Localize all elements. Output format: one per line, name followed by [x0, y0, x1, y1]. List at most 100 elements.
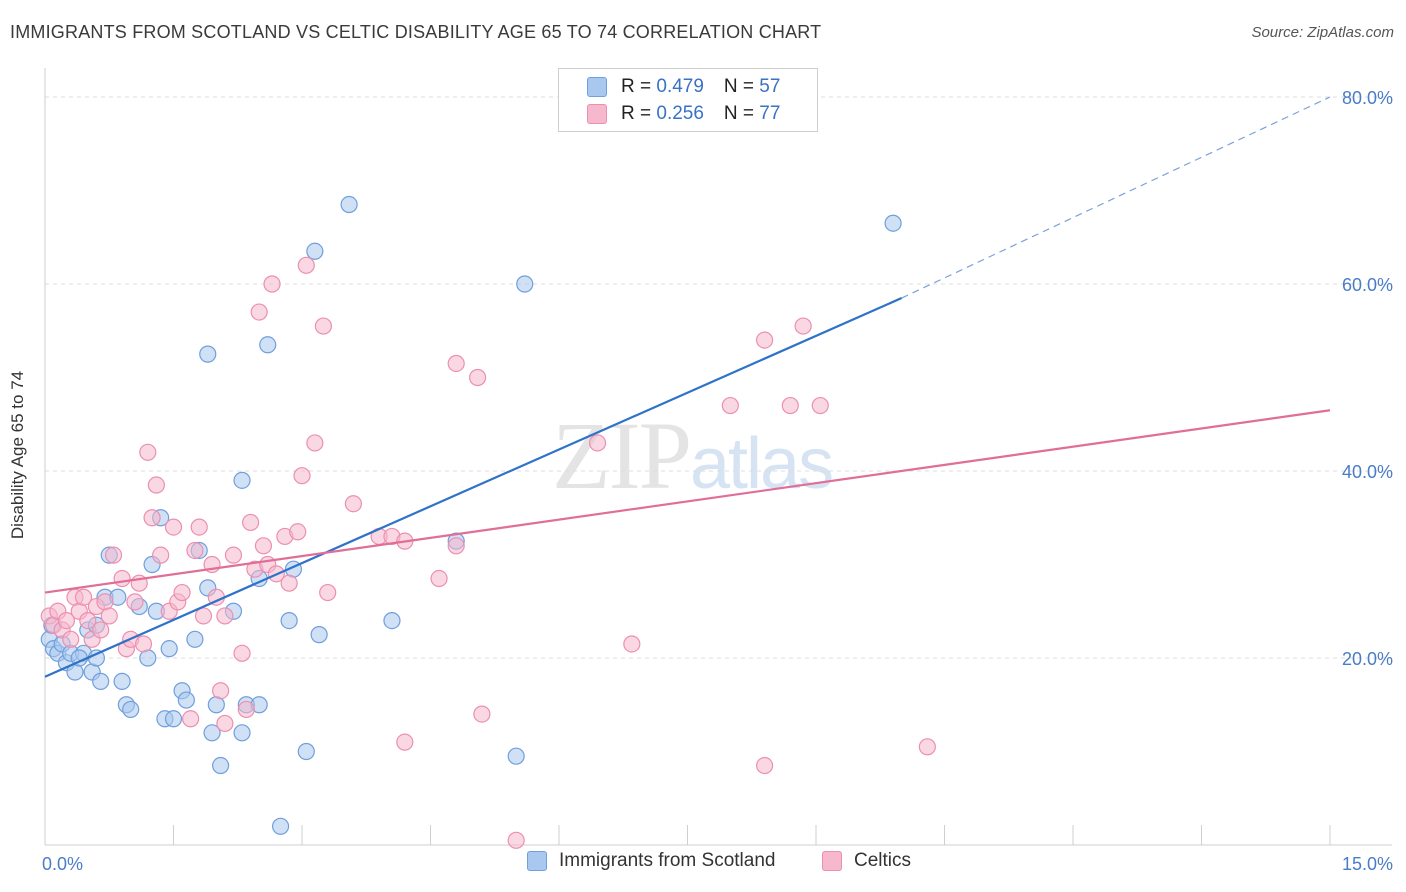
legend-n-label: N = [723, 76, 760, 97]
scotland-point [306, 242, 324, 260]
watermark: ZIPatlas [552, 400, 834, 511]
scotland-point [122, 700, 140, 719]
celtics-point [74, 588, 93, 606]
celtics-point [721, 396, 739, 415]
bottom-legend-scotland: Immigrants from Scotland [527, 850, 775, 872]
y-tick-label: 60.0% [1342, 275, 1393, 295]
celtics-point [92, 621, 110, 639]
celtics-point [473, 705, 491, 723]
scotland-point [164, 710, 183, 728]
legend-r-label: R = [621, 103, 657, 124]
celtics-point [233, 644, 251, 662]
scotland-point [233, 724, 251, 742]
bottom-legend-label-celtics: Celtics [854, 850, 912, 871]
bottom-legend: Immigrants from Scotland Celtics [0, 850, 1406, 880]
celtics-point [139, 443, 157, 461]
scotland-point [280, 611, 298, 630]
celtics-point [469, 368, 487, 387]
legend-n-label: N = [723, 103, 760, 124]
x-tick-label: 15.0% [1342, 854, 1393, 874]
celtics-point [237, 700, 255, 719]
scotland-trendline [44, 297, 903, 678]
celtics-point [126, 593, 144, 611]
celtics-point [212, 682, 230, 700]
celtics-point [289, 523, 307, 541]
celtics-point [194, 607, 213, 625]
legend: R = 0.479 N = 57 R = 0.256 N = 77 [558, 68, 818, 132]
celtics-point [430, 569, 448, 588]
celtics-point [794, 317, 812, 335]
celtics-point [104, 546, 123, 564]
legend-n-value: 77 [759, 103, 781, 124]
legend-r-value: 0.479 [656, 76, 704, 97]
scotland-point [507, 747, 525, 765]
y-tick-label: 80.0% [1342, 88, 1393, 108]
scotland-point [113, 672, 131, 690]
celtics-point [319, 583, 337, 602]
celtics-point [143, 509, 161, 527]
celtics-point [224, 546, 243, 564]
celtics-point [623, 635, 641, 653]
celtics-point [100, 607, 118, 625]
celtics-point [182, 710, 200, 728]
scotland-point [297, 742, 315, 761]
celtics-point [57, 611, 76, 630]
scotland-point [203, 724, 221, 742]
celtics-point [781, 396, 799, 415]
celtics-point [447, 537, 465, 555]
celtics-point [263, 275, 281, 293]
y-tick-label: 20.0% [1342, 649, 1393, 669]
celtics-point [186, 541, 204, 560]
celtics-point [134, 635, 153, 653]
celtics-point [113, 569, 131, 588]
legend-n-value: 57 [759, 76, 781, 97]
scotland-point [383, 611, 401, 630]
scotland-point [259, 336, 277, 354]
celtics-point [918, 738, 936, 756]
scotland-point [199, 345, 217, 363]
celtics-point [173, 583, 191, 602]
celtics-point [811, 396, 829, 415]
celtics-point [190, 518, 208, 536]
celtics-point [306, 434, 324, 452]
legend-row-celtics: R = 0.256 N = 77 [587, 102, 780, 126]
bottom-legend-label-scotland: Immigrants from Scotland [559, 850, 776, 871]
scotland-trendline-extension [901, 96, 1331, 299]
scotland-point [92, 672, 110, 690]
celtics-point [62, 630, 80, 648]
bottom-legend-celtics: Celtics [822, 850, 911, 872]
celtics-point [280, 574, 298, 592]
celtics-point [242, 513, 260, 532]
celtics-point [755, 331, 774, 349]
legend-swatch-celtics [587, 104, 607, 124]
scotland-point [177, 691, 195, 709]
celtics-point [147, 476, 165, 494]
scotland-point [340, 195, 358, 214]
y-tick-label: 40.0% [1342, 462, 1393, 482]
celtics-point [254, 537, 273, 555]
scotland-point [186, 630, 204, 648]
legend-r-value: 0.256 [656, 103, 704, 124]
scotland-point [271, 817, 290, 835]
legend-r-label: R = [621, 76, 657, 97]
celtics-point [164, 518, 183, 536]
scotland-point [884, 214, 902, 232]
legend-swatch-scotland [587, 77, 607, 97]
celtics-point [314, 317, 333, 335]
watermark-zip: ZIP [552, 402, 692, 509]
celtics-point [152, 546, 170, 564]
celtics-point [216, 714, 234, 733]
bottom-legend-swatch-celtics [822, 851, 842, 871]
chart-source: Source: ZipAtlas.com [1251, 24, 1394, 41]
celtics-point [447, 354, 465, 373]
bottom-legend-swatch-scotland [527, 851, 547, 871]
celtics-point [588, 434, 607, 452]
celtics-point [396, 733, 414, 751]
celtics-point [755, 756, 774, 775]
chart-title: IMMIGRANTS FROM SCOTLAND VS CELTIC DISAB… [10, 22, 822, 42]
celtics-point [297, 256, 315, 274]
celtics-point [250, 303, 268, 321]
x-tick-label: 0.0% [42, 854, 83, 874]
scotland-point [310, 626, 328, 644]
